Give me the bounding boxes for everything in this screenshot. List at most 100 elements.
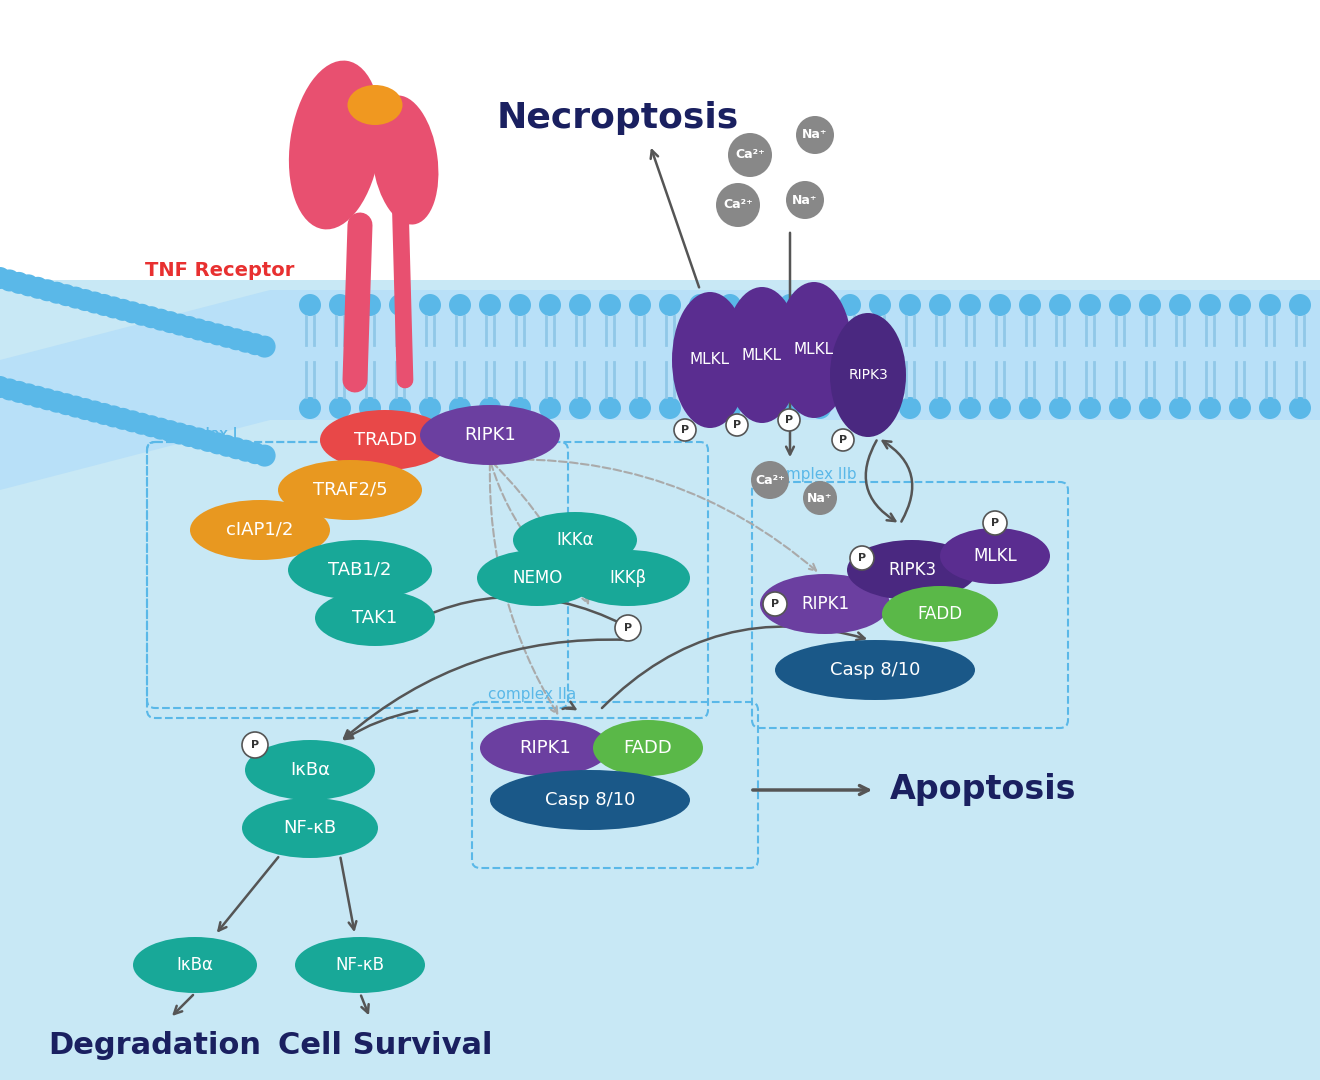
Ellipse shape [133, 937, 257, 993]
Circle shape [675, 419, 696, 441]
Circle shape [160, 420, 181, 442]
Ellipse shape [242, 798, 378, 858]
Circle shape [83, 401, 106, 422]
Circle shape [131, 303, 153, 326]
Text: Necroptosis: Necroptosis [496, 102, 739, 135]
Circle shape [630, 397, 651, 419]
Text: P: P [733, 420, 741, 430]
Circle shape [1019, 397, 1041, 419]
Ellipse shape [723, 287, 800, 423]
Circle shape [206, 432, 228, 455]
Circle shape [149, 309, 172, 330]
Circle shape [719, 294, 741, 316]
Circle shape [26, 386, 49, 408]
Ellipse shape [513, 512, 638, 568]
Circle shape [8, 381, 30, 403]
Circle shape [0, 269, 20, 292]
Text: P: P [858, 553, 866, 563]
Circle shape [832, 429, 854, 451]
Ellipse shape [477, 550, 597, 606]
Circle shape [215, 435, 238, 457]
Circle shape [178, 426, 201, 447]
Text: Ca²⁺: Ca²⁺ [755, 473, 785, 486]
Circle shape [0, 378, 20, 401]
Ellipse shape [760, 573, 890, 634]
Circle shape [121, 301, 144, 323]
Ellipse shape [940, 528, 1049, 584]
Circle shape [26, 276, 49, 299]
Circle shape [55, 284, 77, 306]
Circle shape [779, 397, 801, 419]
Circle shape [103, 405, 124, 428]
Circle shape [389, 397, 411, 419]
Circle shape [715, 183, 760, 227]
Circle shape [418, 294, 441, 316]
Text: TAK1: TAK1 [352, 609, 397, 627]
Text: Degradation: Degradation [49, 1030, 261, 1059]
Text: TAB1/2: TAB1/2 [329, 561, 392, 579]
Circle shape [74, 289, 96, 311]
Text: Casp 8/10: Casp 8/10 [545, 791, 635, 809]
Circle shape [197, 430, 219, 451]
Circle shape [809, 397, 832, 419]
Text: P: P [991, 518, 999, 528]
Circle shape [1170, 294, 1191, 316]
Circle shape [1109, 397, 1131, 419]
Circle shape [659, 294, 681, 316]
Circle shape [751, 461, 789, 499]
Text: Na⁺: Na⁺ [803, 129, 828, 141]
Circle shape [92, 403, 115, 424]
Circle shape [169, 422, 190, 445]
Circle shape [748, 397, 771, 419]
Circle shape [779, 294, 801, 316]
Text: Ca²⁺: Ca²⁺ [723, 199, 752, 212]
Ellipse shape [371, 95, 438, 225]
Text: IκBα: IκBα [177, 956, 214, 974]
Circle shape [65, 395, 87, 418]
Circle shape [763, 592, 787, 616]
Circle shape [103, 296, 124, 319]
Circle shape [960, 294, 981, 316]
Ellipse shape [347, 85, 403, 125]
Circle shape [539, 397, 561, 419]
Circle shape [569, 397, 591, 419]
Ellipse shape [288, 540, 432, 600]
Circle shape [17, 383, 40, 405]
Circle shape [719, 397, 741, 419]
Circle shape [300, 294, 321, 316]
Text: P: P [785, 415, 793, 426]
Text: Casp 8/10: Casp 8/10 [830, 661, 920, 679]
Ellipse shape [830, 313, 906, 437]
Text: complex IIb: complex IIb [768, 467, 857, 482]
Circle shape [36, 280, 58, 301]
Circle shape [726, 414, 748, 436]
Circle shape [1199, 397, 1221, 419]
Circle shape [449, 294, 471, 316]
Text: NF-κB: NF-κB [335, 956, 384, 974]
Circle shape [46, 391, 67, 413]
Text: Ca²⁺: Ca²⁺ [735, 148, 764, 162]
Ellipse shape [190, 500, 330, 561]
Circle shape [149, 418, 172, 440]
Text: IκBα: IκBα [290, 761, 330, 779]
Circle shape [1049, 397, 1071, 419]
Ellipse shape [420, 405, 560, 465]
FancyBboxPatch shape [0, 0, 1320, 370]
Circle shape [659, 397, 681, 419]
Circle shape [187, 428, 210, 449]
Circle shape [389, 294, 411, 316]
Circle shape [74, 399, 96, 420]
Circle shape [1290, 397, 1311, 419]
Text: Na⁺: Na⁺ [808, 491, 833, 504]
Ellipse shape [246, 740, 375, 800]
Text: MLKL: MLKL [690, 352, 730, 367]
Circle shape [253, 445, 276, 467]
Circle shape [1199, 294, 1221, 316]
Text: P: P [840, 435, 847, 445]
Text: complex I: complex I [162, 427, 238, 442]
Circle shape [689, 397, 711, 419]
Circle shape [569, 294, 591, 316]
Circle shape [449, 397, 471, 419]
Ellipse shape [315, 590, 436, 646]
Circle shape [869, 397, 891, 419]
